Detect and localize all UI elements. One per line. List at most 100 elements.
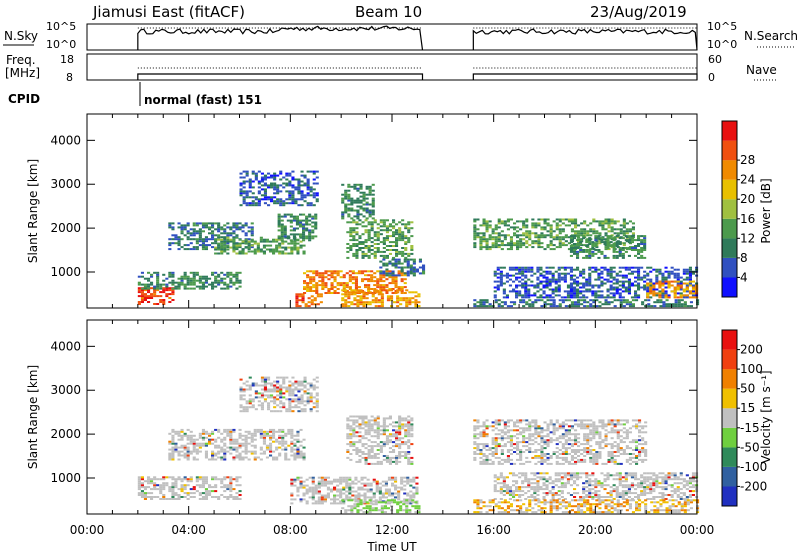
echo-cell <box>403 266 407 269</box>
echo-cell <box>488 226 492 229</box>
echo-cell <box>527 296 531 299</box>
echo-cell <box>618 294 622 297</box>
echo-cell <box>609 245 613 247</box>
echo-cell <box>525 303 529 306</box>
echo-cell <box>594 249 598 251</box>
echo-cell <box>186 454 190 457</box>
echo-cell <box>147 301 151 303</box>
echo-cell <box>162 498 166 500</box>
echo-cell <box>691 288 695 291</box>
echo-cell <box>569 247 573 249</box>
echo-cell <box>643 235 647 238</box>
echo-cell <box>509 305 513 308</box>
echo-cell <box>304 303 308 306</box>
echo-cell <box>220 432 224 435</box>
echo-cell <box>259 452 263 455</box>
echo-cell <box>393 499 397 502</box>
echo-cell <box>401 443 405 446</box>
echo-cell <box>256 428 260 431</box>
echo-cell <box>558 303 562 306</box>
echo-cell <box>137 291 141 294</box>
echo-cell <box>253 428 257 431</box>
echo-cell <box>303 292 307 294</box>
echo-cell <box>500 220 504 223</box>
echo-cell <box>256 242 260 245</box>
echo-cell <box>260 376 264 379</box>
echo-cell <box>248 184 252 187</box>
echo-cell <box>376 243 380 245</box>
echo-cell <box>352 415 356 418</box>
echo-cell <box>217 279 221 282</box>
echo-cell <box>545 272 549 275</box>
echo-cell <box>482 222 486 225</box>
echo-cell <box>316 295 320 298</box>
echo-cell <box>600 276 604 279</box>
echo-cell <box>195 478 199 481</box>
echo-cell <box>253 252 257 255</box>
echo-cell <box>350 303 354 306</box>
echo-cell <box>235 281 239 284</box>
echo-cell <box>643 274 647 277</box>
echo-cell <box>488 220 492 223</box>
echo-cell <box>612 296 616 299</box>
echo-cell <box>540 232 544 235</box>
echo-cell <box>156 295 160 298</box>
echo-cell <box>379 241 383 244</box>
echo-cell <box>643 241 647 244</box>
echo-cell <box>341 305 345 308</box>
echo-cell <box>220 277 224 280</box>
echo-cell <box>392 445 396 448</box>
echo-cell <box>569 274 573 277</box>
echo-cell <box>485 244 489 247</box>
echo-cell <box>281 442 285 445</box>
echo-cell <box>168 248 172 251</box>
echo-cell <box>363 494 367 497</box>
echo-cell <box>257 190 261 193</box>
echo-cell <box>582 237 586 240</box>
echo-cell <box>309 394 313 397</box>
echo-cell <box>670 284 674 287</box>
echo-cell <box>245 410 249 413</box>
echo-cell <box>362 191 366 194</box>
echo-cell <box>150 283 154 286</box>
echo-cell <box>588 243 592 245</box>
echo-cell <box>140 297 144 299</box>
echo-cell <box>399 507 403 510</box>
echo-cell <box>352 433 356 436</box>
echo-cell <box>186 283 190 286</box>
freq-trace <box>137 73 698 80</box>
echo-cell <box>497 238 501 241</box>
echo-cell <box>276 388 280 391</box>
echo-cell <box>308 213 312 216</box>
echo-cell <box>500 305 504 308</box>
echo-cell <box>346 449 350 451</box>
echo-cell <box>398 433 402 436</box>
echo-cell <box>330 288 334 290</box>
echo-cell <box>262 430 266 433</box>
echo-cell <box>309 204 313 207</box>
echo-cell <box>576 288 580 291</box>
echo-cell <box>364 417 368 420</box>
echo-cell <box>362 193 366 196</box>
echo-cell <box>412 272 416 275</box>
echo-cell <box>473 303 477 306</box>
echo-cell <box>619 299 623 302</box>
echo-cell <box>652 288 656 291</box>
echo-cell <box>270 198 274 201</box>
echo-cell <box>659 299 663 302</box>
echo-cell <box>350 209 354 212</box>
nsearch-tick-top: 10^5 <box>707 20 737 33</box>
echo-cell <box>385 239 389 242</box>
echo-cell <box>302 213 306 216</box>
echo-cell <box>311 237 315 240</box>
echo-cell <box>250 436 254 439</box>
echo-cell <box>350 207 354 210</box>
echo-cell <box>168 486 172 489</box>
echo-cell <box>388 274 392 277</box>
echo-cell <box>604 303 608 306</box>
echo-cell <box>150 482 154 485</box>
echo-cell <box>198 279 202 282</box>
echo-cell <box>368 291 372 294</box>
echo-cell <box>412 476 416 479</box>
echo-cell <box>245 192 249 195</box>
